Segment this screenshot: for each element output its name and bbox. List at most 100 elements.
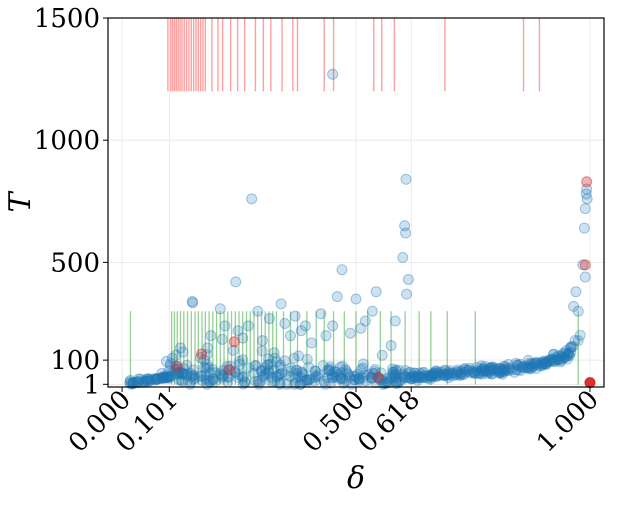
scatter-point (536, 357, 548, 369)
scatter-point (309, 375, 321, 387)
scatter-point (476, 365, 488, 377)
scatter-point (189, 372, 201, 384)
scatter-point (329, 366, 341, 378)
scatter-point (430, 365, 442, 377)
scatter-point (487, 363, 499, 375)
y-tick-label: 500 (50, 248, 100, 278)
scatter-point (152, 372, 164, 384)
scatter-point (151, 374, 163, 386)
scatter-point (163, 365, 175, 377)
scatter-point (470, 361, 482, 373)
scatter-point (478, 362, 490, 374)
scatter-point (432, 369, 444, 381)
scatter-point (493, 362, 505, 374)
scatter-point (353, 373, 365, 385)
scatter-point (486, 368, 498, 380)
scatter-point (465, 367, 477, 379)
scatter-point (134, 373, 146, 385)
scatter-point (428, 367, 440, 379)
scatter-point (340, 375, 352, 387)
scatter-point (262, 366, 274, 378)
scatter-point (510, 357, 522, 369)
scatter-point (187, 297, 199, 309)
scatter-point (355, 322, 367, 334)
scatter-point (496, 364, 508, 376)
scatter-point (409, 372, 421, 384)
scatter-point (527, 360, 539, 372)
scatter-point (284, 370, 296, 382)
scatter-point (497, 368, 509, 380)
scatter-point (443, 372, 455, 384)
scatter-point (522, 360, 534, 372)
scatter-point (348, 374, 360, 386)
scatter-point (259, 368, 271, 380)
scatter-point (486, 361, 498, 373)
scatter-point (310, 365, 322, 377)
scatter-point (406, 372, 418, 384)
scatter-point (139, 374, 151, 386)
scatter-point (530, 362, 542, 374)
scatter-point (215, 369, 227, 381)
x-tick-label: 0.618 (352, 385, 426, 459)
y-tick-label: 1000 (34, 126, 100, 156)
scatter-point (459, 363, 471, 375)
scatter-point (450, 369, 462, 381)
scatter-point (562, 348, 574, 360)
scatter-point (321, 372, 333, 384)
scatter-point (178, 363, 190, 375)
scatter-point (523, 363, 535, 375)
scatter-point (476, 368, 488, 380)
scatter-point (484, 362, 496, 374)
scatter-point (261, 359, 273, 371)
scatter-point (187, 369, 199, 381)
scatter-point (386, 363, 398, 375)
scatter-point (540, 358, 552, 370)
scatter-point (405, 372, 417, 384)
scatter-point (529, 357, 541, 369)
scatter-point (578, 222, 590, 234)
scatter-point (327, 68, 339, 80)
scatter-point (552, 353, 564, 365)
scatter-point (414, 370, 426, 382)
scatter-point (350, 371, 362, 383)
scatter-point (269, 375, 281, 387)
scatter-point (279, 369, 291, 381)
scatter-point (332, 369, 344, 381)
scatter-point (142, 373, 154, 385)
scatter-point (425, 373, 437, 385)
scatter-point (389, 371, 401, 383)
scatter-point (442, 368, 454, 380)
scatter-point (413, 370, 425, 382)
scatter-point (161, 369, 173, 381)
scatter-point (450, 368, 462, 380)
scatter-point (256, 365, 268, 377)
scatter-point (272, 369, 284, 381)
scatter-point (342, 368, 354, 380)
scatter-point (263, 313, 275, 325)
scatter-point (385, 372, 397, 384)
scatter-point (400, 227, 412, 239)
scatter-point (284, 330, 296, 342)
scatter-point (324, 365, 336, 377)
scatter-point (555, 354, 567, 366)
scatter-point (423, 370, 435, 382)
scatter-point (541, 358, 553, 370)
scatter-point (408, 371, 420, 383)
scatter-point (339, 363, 351, 375)
scatter-point (437, 370, 449, 382)
scatter-point (565, 342, 577, 354)
scatter-point (214, 368, 226, 380)
scatter-point (546, 355, 558, 367)
scatter-point (336, 360, 348, 372)
scatter-point (390, 365, 402, 377)
scatter-point (553, 354, 565, 366)
scatter-point (237, 354, 249, 366)
scatter-point (196, 374, 208, 386)
scatter-point (162, 371, 174, 383)
scatter-point (177, 346, 189, 358)
scatter-point (271, 370, 283, 382)
scatter-point (462, 365, 474, 377)
scatter-point (428, 367, 440, 379)
scatter-point (159, 372, 171, 384)
